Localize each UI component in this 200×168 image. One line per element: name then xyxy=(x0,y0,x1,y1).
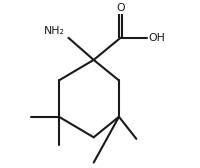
Text: OH: OH xyxy=(148,33,165,43)
Text: NH₂: NH₂ xyxy=(44,26,64,36)
Text: O: O xyxy=(116,3,125,13)
